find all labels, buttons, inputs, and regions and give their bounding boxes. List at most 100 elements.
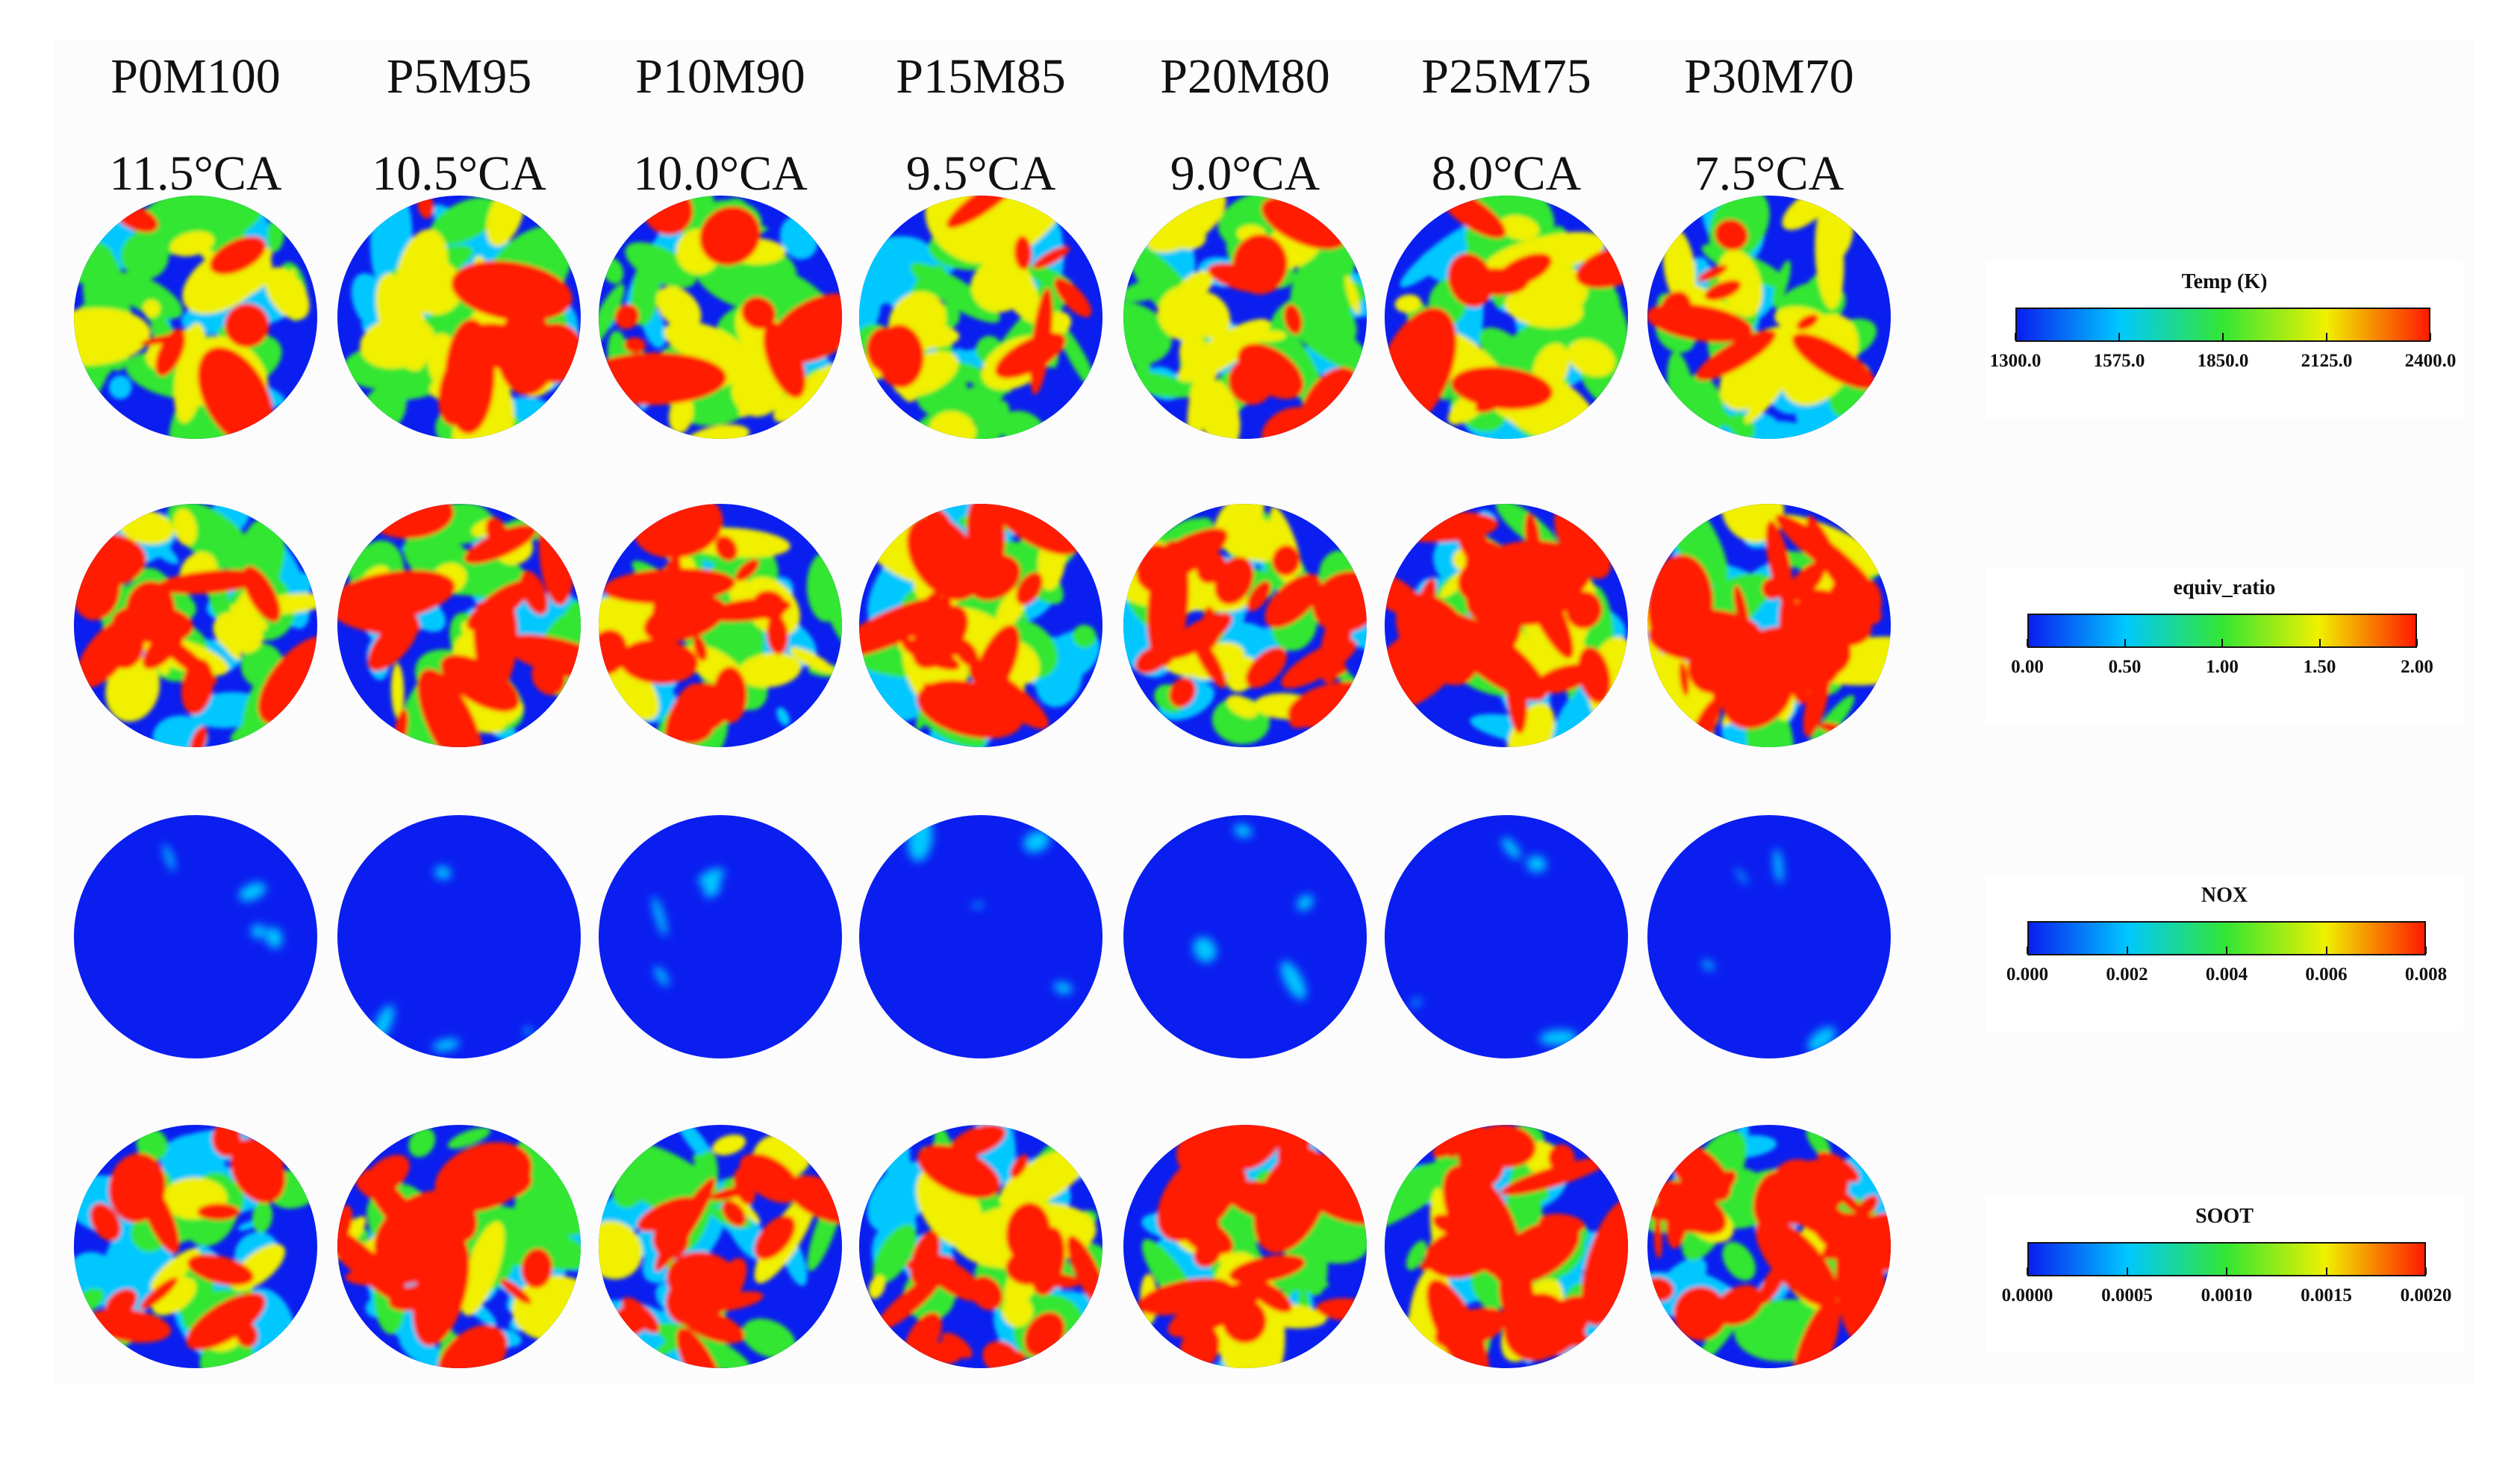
contour-blob [1420, 1235, 1482, 1270]
contour-blob [1281, 1262, 1302, 1304]
case-label: P25M75 [1421, 49, 1591, 104]
crank-angle-label: 7.5°CA [1694, 146, 1844, 201]
contour-blob [186, 1293, 266, 1350]
contour-blob [1253, 1147, 1329, 1253]
crank-angle-label: 9.0°CA [1170, 146, 1320, 201]
contour-blob [1145, 196, 1226, 253]
contour-blob [451, 261, 573, 322]
contour-blob [1442, 1164, 1521, 1279]
contour-blob [679, 1307, 745, 1344]
contour-blob [995, 332, 1066, 379]
contour-blob [993, 504, 1080, 555]
contour-blob [614, 304, 640, 329]
contour-blob [1791, 333, 1876, 390]
contour-blob [1053, 982, 1073, 994]
contour-blob [622, 1297, 660, 1333]
contour-blob [1217, 1125, 1288, 1170]
contour-blob [859, 631, 926, 678]
contour-blob [949, 1125, 1006, 1158]
contour-blob [251, 924, 266, 939]
contour-blob [187, 1254, 254, 1286]
contour-blob [625, 242, 696, 288]
crank-angle-label: 10.5°CA [372, 146, 546, 201]
contour-blob [711, 1134, 746, 1155]
contour-blob [676, 1327, 724, 1368]
legend-title: SOOT [2195, 1205, 2254, 1228]
nox-contour-disk [1647, 815, 1891, 1058]
contour-blob [265, 927, 283, 949]
contour-blob [1856, 1195, 1879, 1218]
contour-blob [867, 1161, 932, 1233]
contour-blob [1695, 330, 1777, 381]
contour-blob [500, 1279, 531, 1305]
colorbar [2027, 921, 2426, 955]
contour-blob [1715, 1285, 1764, 1326]
temperature-contour-disk [1647, 196, 1891, 439]
contour-blob [971, 259, 1028, 313]
legend-title: NOX [2201, 884, 2248, 907]
contour-blob [521, 1248, 552, 1288]
contour-blob [483, 1152, 505, 1167]
colorbar-tick-label: 0.002 [2106, 964, 2148, 985]
colorbar-tick-label: 2.00 [2401, 657, 2433, 677]
contour-blob [152, 715, 208, 747]
contour-blob [1581, 1198, 1628, 1326]
contour-blob [444, 319, 496, 434]
contour-blob [258, 636, 317, 725]
colorbar-tick [2425, 1267, 2427, 1275]
equivalence-ratio-contour-disk [337, 504, 581, 747]
contour-blob [1504, 1293, 1549, 1339]
equivalence-ratio-legend: equiv_ratio 0.00 0.50 1.00 1.50 2.00 [1986, 567, 2463, 724]
contour-blob [671, 717, 714, 744]
contour-blob [163, 843, 175, 872]
contour-blob [1807, 1026, 1836, 1052]
colorbar-tick [2326, 333, 2327, 340]
contour-blob [1234, 824, 1253, 838]
contour-blob [1261, 196, 1347, 250]
contour-blob [599, 629, 628, 675]
contour-blob [1772, 260, 1791, 308]
contour-blob [1518, 557, 1574, 659]
contour-blob [95, 655, 116, 678]
equivalence-ratio-contour-disk [859, 504, 1102, 747]
contour-blob [429, 197, 500, 246]
contour-blob [1526, 855, 1547, 873]
soot-contour-disk [74, 1125, 317, 1368]
contour-blob [1565, 590, 1603, 629]
temperature-contour-disk [859, 196, 1102, 439]
contour-blob [1506, 652, 1528, 734]
contour-blob [868, 1275, 886, 1299]
temperature-contour-disk [1385, 196, 1628, 439]
contour-blob [1743, 626, 1841, 691]
contour-blob [1694, 663, 1762, 698]
contour-blob [790, 647, 835, 674]
contour-blob [1135, 543, 1176, 593]
contour-blob [110, 272, 183, 319]
contour-blob [1030, 1226, 1065, 1296]
contour-blob [1005, 1350, 1026, 1362]
contour-blob [471, 1166, 532, 1202]
colorbar-tick [2027, 1267, 2028, 1275]
contour-blob [1823, 321, 1845, 343]
contour-blob [1411, 998, 1422, 1007]
contour-blob [1679, 661, 1689, 696]
contour-blob [917, 679, 1023, 739]
contour-blob [754, 1215, 796, 1260]
contour-blob [1653, 1217, 1662, 1259]
contour-blob [599, 1220, 643, 1279]
contour-blob [733, 1168, 756, 1205]
contour-blob [786, 1175, 842, 1224]
contour-blob [1245, 647, 1287, 688]
contour-blob [1475, 389, 1509, 414]
contour-blob [1820, 211, 1854, 263]
contour-blob [946, 196, 1021, 228]
contour-blob [1157, 285, 1217, 342]
contour-blob [1261, 407, 1315, 439]
contour-blob [1394, 294, 1422, 313]
contour-blob [1488, 644, 1500, 676]
contour-blob [434, 866, 452, 880]
contour-blob [523, 1027, 533, 1035]
contour-blob [599, 284, 625, 351]
contour-blob [714, 535, 738, 561]
contour-blob [1197, 379, 1241, 439]
